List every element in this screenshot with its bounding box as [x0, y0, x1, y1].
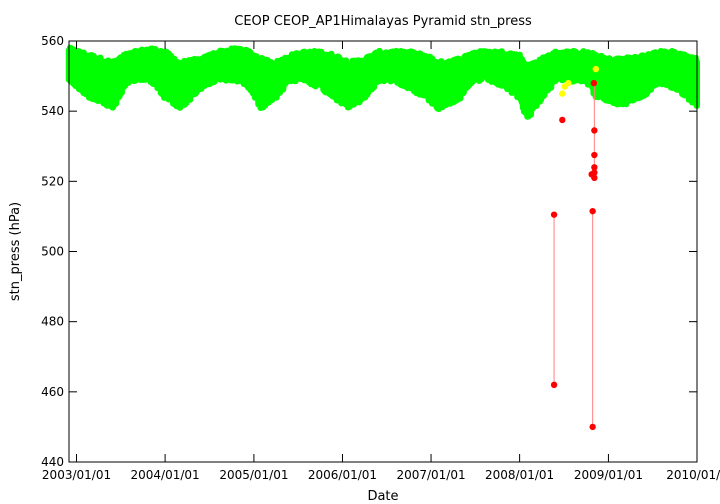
suspect-data-point: [559, 90, 566, 97]
x-tick-label: 2006/01/01: [308, 468, 377, 482]
y-axis-title: stn_press (hPa): [8, 202, 23, 301]
y-tick-label: 460: [41, 385, 64, 399]
bad-data-point: [591, 174, 598, 182]
bad-data-point: [550, 211, 558, 218]
bad-data-point: [550, 381, 558, 389]
bad-data-point: [589, 423, 596, 431]
bad-data-point: [589, 207, 596, 215]
x-tick-label: 2007/01/01: [396, 468, 465, 482]
x-axis-title: Date: [367, 489, 398, 504]
x-axis-ticks: 2003/01/01 2004/01/01 2005/01/01 2006/01/01…: [42, 41, 720, 482]
good-data-band: [65, 44, 700, 120]
bad-data-point: [591, 164, 598, 171]
x-tick-label: 2008/01/01: [485, 468, 554, 482]
bad-data-point: [559, 116, 566, 124]
x-tick-label: 2009/01/01: [574, 468, 643, 482]
flagged-points: [550, 65, 600, 431]
y-tick-label: 520: [41, 174, 64, 188]
y-tick-label: 540: [41, 104, 64, 118]
y-tick-label: 480: [41, 315, 64, 329]
bad-data-point: [591, 151, 598, 159]
bad-data-connectors: [553, 83, 595, 427]
x-tick-label: 2003/01/01: [42, 468, 111, 482]
y-tick-label: 440: [41, 455, 64, 469]
bad-data-point: [591, 127, 598, 134]
bad-data-point: [590, 79, 598, 87]
chart-title: CEOP CEOP_AP1Himalayas Pyramid stn_press: [234, 14, 532, 29]
plot-frame: [68, 40, 698, 463]
x-tick-label: 2005/01/01: [219, 468, 288, 482]
x-tick-label: 2004/01/01: [131, 468, 200, 482]
suspect-data-point: [592, 65, 600, 73]
y-axis-ticks: 440 460 480 500 520 540 560: [41, 34, 697, 469]
suspect-data-point: [565, 79, 572, 87]
bad-data-point: [591, 169, 598, 176]
x-tick-label: 2010/01/0: [666, 468, 720, 482]
y-tick-label: 500: [41, 245, 64, 259]
y-tick-label: 560: [41, 34, 64, 48]
